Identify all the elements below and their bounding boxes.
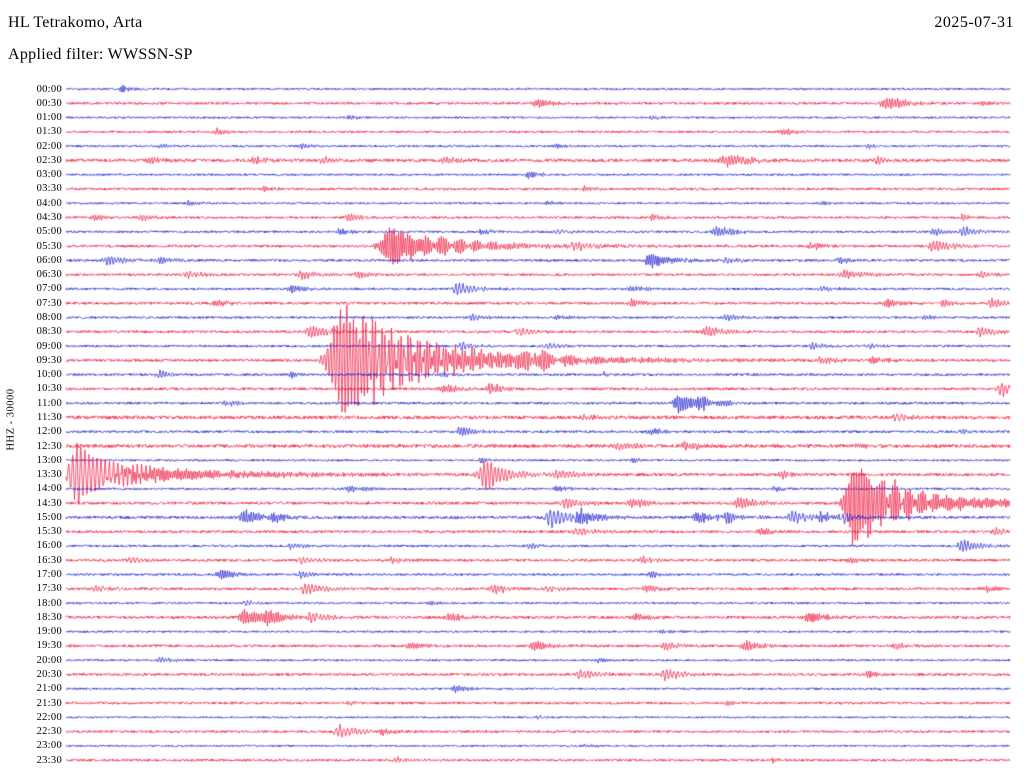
time-label: 09:30 bbox=[36, 354, 62, 366]
time-label: 19:30 bbox=[36, 640, 62, 652]
time-label: 17:00 bbox=[36, 569, 62, 581]
time-label: 22:30 bbox=[36, 726, 62, 738]
time-label: 13:00 bbox=[36, 454, 62, 466]
time-label: 16:00 bbox=[36, 540, 62, 552]
time-label: 23:30 bbox=[36, 754, 62, 766]
time-label: 17:30 bbox=[36, 583, 62, 595]
time-label: 11:30 bbox=[36, 411, 62, 423]
time-label: 19:00 bbox=[36, 626, 62, 638]
time-label: 06:00 bbox=[36, 254, 62, 266]
time-label: 10:30 bbox=[36, 383, 62, 395]
time-label: 06:30 bbox=[36, 269, 62, 281]
time-label: 04:30 bbox=[36, 212, 62, 224]
time-label: 15:30 bbox=[36, 526, 62, 538]
time-label: 05:30 bbox=[36, 240, 62, 252]
time-label: 11:00 bbox=[36, 397, 62, 409]
time-label: 04:00 bbox=[36, 197, 62, 209]
time-label: 21:00 bbox=[36, 683, 62, 695]
time-label: 01:30 bbox=[36, 126, 62, 138]
time-label: 20:00 bbox=[36, 654, 62, 666]
time-label: 20:30 bbox=[36, 668, 62, 680]
time-label: 08:00 bbox=[36, 311, 62, 323]
time-label: 13:30 bbox=[36, 469, 62, 481]
time-label: 03:30 bbox=[36, 183, 62, 195]
time-label: 07:00 bbox=[36, 283, 62, 295]
record-date: 2025-07-31 bbox=[934, 14, 1014, 31]
time-label: 23:00 bbox=[36, 740, 62, 752]
time-label: 08:30 bbox=[36, 326, 62, 338]
time-label: 22:00 bbox=[36, 711, 62, 723]
time-label: 21:30 bbox=[36, 697, 62, 709]
time-label: 14:30 bbox=[36, 497, 62, 509]
time-label: 02:30 bbox=[36, 154, 62, 166]
filter-label: Applied filter: WWSSN-SP bbox=[8, 46, 193, 63]
time-label: 00:00 bbox=[36, 83, 62, 95]
time-label: 18:30 bbox=[36, 611, 62, 623]
time-label: 14:00 bbox=[36, 483, 62, 495]
time-label: 09:00 bbox=[36, 340, 62, 352]
station-title: HL Tetrakomo, Arta bbox=[8, 14, 143, 31]
time-label: 15:00 bbox=[36, 511, 62, 523]
time-label: 05:00 bbox=[36, 226, 62, 238]
time-label: 10:00 bbox=[36, 369, 62, 381]
time-label: 12:30 bbox=[36, 440, 62, 452]
time-label: 02:00 bbox=[36, 140, 62, 152]
time-label: 18:00 bbox=[36, 597, 62, 609]
time-label: 01:00 bbox=[36, 112, 62, 124]
time-label: 03:00 bbox=[36, 169, 62, 181]
time-label: 00:30 bbox=[36, 97, 62, 109]
time-label: 16:30 bbox=[36, 554, 62, 566]
time-label: 07:30 bbox=[36, 297, 62, 309]
time-label: 12:00 bbox=[36, 426, 62, 438]
